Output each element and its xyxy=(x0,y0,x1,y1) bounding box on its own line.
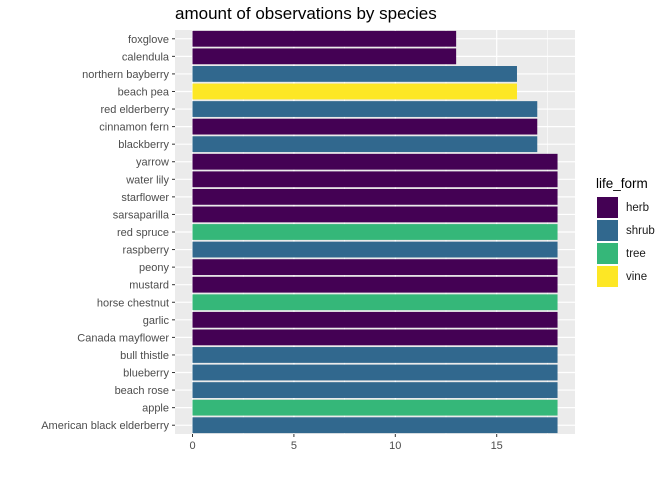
x-tick-label: 0 xyxy=(189,440,195,452)
y-tick-label: cinnamon fern xyxy=(99,122,169,134)
bar-sarsaparilla xyxy=(192,206,558,223)
y-tick-label: apple xyxy=(142,403,169,415)
legend-label-herb: herb xyxy=(626,201,650,214)
bar-calendula xyxy=(192,48,457,65)
y-tick-label: northern bayberry xyxy=(82,69,169,81)
bar-canada-mayflower xyxy=(192,329,558,346)
x-tick-label: 10 xyxy=(389,440,401,452)
bar-foxglove xyxy=(192,30,457,47)
legend-label-vine: vine xyxy=(626,270,648,283)
legend-key-herb xyxy=(596,196,619,219)
bar-apple xyxy=(192,399,558,416)
y-tick-label: blueberry xyxy=(123,368,169,380)
legend-title: life_form xyxy=(596,176,648,191)
bar-raspberry xyxy=(192,241,558,258)
y-tick-label: horse chestnut xyxy=(97,297,169,309)
bar-beach-pea xyxy=(192,83,517,100)
y-tick-label: garlic xyxy=(143,315,170,327)
legend-key-vine xyxy=(596,265,619,288)
bar-beach-rose xyxy=(192,382,558,398)
y-tick-label: yarrow xyxy=(136,157,169,169)
legend-label-tree: tree xyxy=(626,247,646,260)
bar-garlic xyxy=(192,311,558,328)
y-tick-label: blackberry xyxy=(118,139,169,151)
y-tick-label: Canada mayflower xyxy=(77,332,169,344)
y-tick-label: red spruce xyxy=(117,227,169,239)
legend-key-shrub xyxy=(596,219,619,242)
y-tick-label: red elderberry xyxy=(101,104,170,116)
bar-bull-thistle xyxy=(192,347,558,363)
bar-red-spruce xyxy=(192,224,558,240)
bar-mustard xyxy=(192,276,558,293)
legend-label-shrub: shrub xyxy=(626,224,655,237)
x-tick-label: 5 xyxy=(291,440,297,452)
bar-blueberry xyxy=(192,364,558,381)
bar-peony xyxy=(192,259,558,276)
y-tick-label: water lily xyxy=(125,174,169,186)
legend-key-tree xyxy=(596,242,619,265)
y-tick-label: foxglove xyxy=(128,34,169,46)
bar-yarrow xyxy=(192,153,558,170)
x-tick-label: 15 xyxy=(491,440,503,452)
bar-horse-chestnut xyxy=(192,294,558,311)
y-tick-label: starflower xyxy=(121,192,169,204)
y-tick-label: calendula xyxy=(122,51,170,63)
bar-water-lily xyxy=(192,171,558,188)
y-tick-label: sarsaparilla xyxy=(113,209,170,221)
bar-american-black-elderberry xyxy=(192,417,558,434)
y-tick-label: American black elderberry xyxy=(41,420,169,432)
legend-item-vine: vine xyxy=(596,265,655,288)
bar-cinnamon-fern xyxy=(192,118,538,135)
bar-blackberry xyxy=(192,136,538,153)
legend-item-herb: herb xyxy=(596,196,655,219)
y-tick-label: raspberry xyxy=(123,245,170,257)
bar-starflower xyxy=(192,188,558,205)
bar-red-elderberry xyxy=(192,101,538,117)
legend-item-tree: tree xyxy=(596,242,655,265)
y-tick-label: bull thistle xyxy=(120,350,169,362)
chart-title: amount of observations by species xyxy=(175,4,437,23)
y-tick-label: peony xyxy=(139,262,169,274)
y-tick-label: beach rose xyxy=(115,385,169,397)
bar-northern-bayberry xyxy=(192,66,517,82)
legend-item-shrub: shrub xyxy=(596,219,655,242)
legend: life_form herb shrub tree vine xyxy=(596,176,655,288)
y-tick-label: beach pea xyxy=(118,86,170,98)
y-tick-label: mustard xyxy=(129,280,169,292)
